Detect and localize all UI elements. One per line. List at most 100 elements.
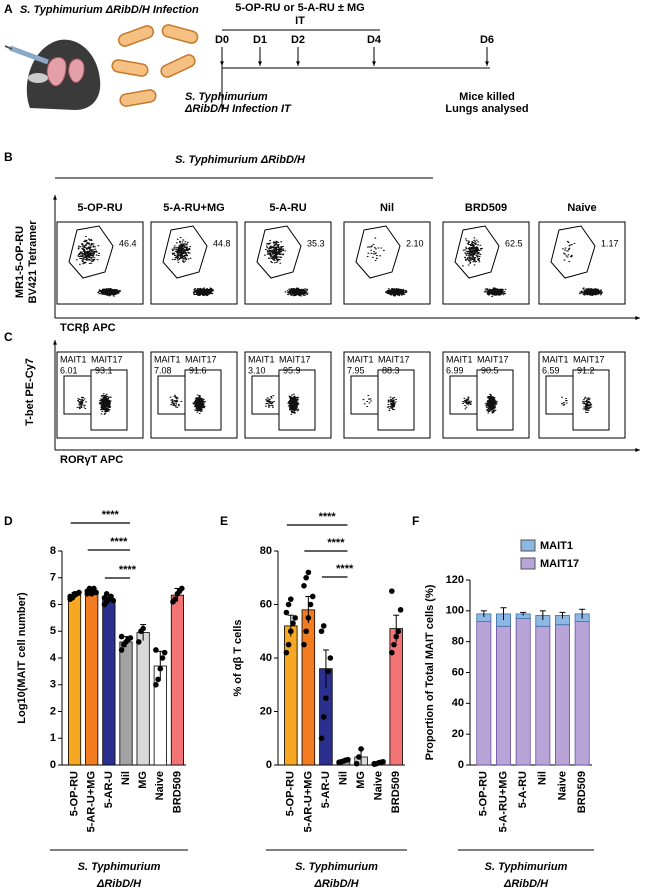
- y-tick-label: 0: [50, 759, 56, 771]
- bar-segment: [515, 618, 531, 766]
- infection-it-label: S. Typhimurium: [185, 91, 268, 103]
- arrow-head: [635, 316, 640, 320]
- bar: [68, 594, 82, 766]
- data-point: [76, 589, 82, 596]
- x-axis-label: TCRβ APC: [60, 322, 116, 334]
- panel-letter: A: [4, 2, 13, 16]
- data-point: [86, 585, 93, 592]
- data-point: [292, 615, 298, 621]
- y-tick-label: 120: [446, 574, 464, 586]
- data-point: [283, 609, 290, 616]
- data-point: [283, 649, 290, 656]
- dot-cloud: [284, 287, 309, 297]
- bar: [284, 625, 298, 766]
- dot-cloud: [171, 237, 192, 263]
- y-axis-label: Log10(MAIT cell number): [16, 592, 28, 724]
- data-point: [353, 760, 360, 767]
- data-point: [140, 625, 146, 632]
- y-tick-label: 20: [452, 728, 464, 740]
- gate: [251, 375, 280, 415]
- data-point: [391, 641, 397, 648]
- x-tick-label: BRD509: [576, 771, 588, 813]
- strain-label: S. Typhimurium ΔRibD/H: [175, 154, 306, 166]
- gate-frequency: 91.6: [189, 365, 207, 375]
- dot-cloud: [484, 393, 498, 414]
- gate-label: MAIT17: [185, 354, 217, 364]
- data-point: [179, 585, 185, 592]
- gate-label: MAIT17: [279, 354, 311, 364]
- x-tick-label: MG: [355, 771, 367, 789]
- data-point: [285, 601, 292, 608]
- x-tick-label: 5-OP-RU: [285, 771, 297, 816]
- dot-cloud: [483, 287, 507, 298]
- y-tick-label: 0: [458, 759, 464, 771]
- gate-frequency: 95.9: [283, 365, 301, 375]
- group-label: BRD509: [465, 202, 507, 214]
- dot-cloud: [169, 394, 183, 408]
- data-point: [155, 676, 161, 683]
- significance-label: ****: [319, 511, 337, 523]
- data-point: [287, 628, 294, 635]
- route-label: IT: [295, 15, 305, 27]
- gate: [449, 375, 478, 415]
- group-label: ΔRibD/H: [96, 878, 142, 890]
- significance-label: ****: [327, 537, 345, 549]
- plot-frame: [56, 221, 144, 305]
- gate: [278, 369, 316, 431]
- gate-frequency: 62.5: [505, 238, 523, 248]
- day-label: D1: [253, 34, 267, 46]
- y-tick-label: 6: [50, 598, 56, 610]
- x-tick-label: 5-AR-U+MG: [302, 771, 314, 832]
- gate: [256, 225, 302, 279]
- data-point: [172, 596, 179, 602]
- data-point: [318, 628, 325, 635]
- plot-frame: [343, 221, 431, 305]
- treatment-label: 5-OP-RU or 5-A-RU ± MG: [235, 2, 364, 14]
- bar: [389, 628, 403, 766]
- plot-frame: [442, 351, 530, 439]
- data-point: [380, 758, 386, 765]
- plot-frame: [442, 221, 530, 305]
- data-point: [285, 641, 292, 648]
- arrow-head: [296, 61, 300, 66]
- dot-cloud: [385, 287, 408, 297]
- x-tick-label: 5-A-RU: [517, 771, 529, 808]
- x-tick-label: 5-OP-RU: [68, 771, 80, 816]
- gate-frequency: 35.3: [307, 238, 325, 248]
- group-label: S. Typhimurium: [78, 861, 161, 873]
- panel-letter: C: [4, 330, 13, 344]
- y-tick-label: 0: [266, 759, 272, 771]
- data-point: [327, 655, 334, 661]
- y-tick-label: 3: [50, 679, 56, 691]
- plot-frame: [150, 351, 238, 439]
- panel-letter: B: [4, 150, 13, 164]
- data-point: [159, 655, 166, 661]
- gate-label: MAIT1: [347, 354, 374, 364]
- y-tick-label: 8: [50, 545, 56, 557]
- dot-cloud: [97, 288, 121, 297]
- y-axis-label: MR1-5-OP-RU: [14, 226, 26, 298]
- bar-segment: [496, 625, 511, 766]
- data-point: [303, 574, 309, 581]
- x-tick-label: Nil: [537, 771, 549, 785]
- data-point: [393, 633, 400, 640]
- dot-cloud: [98, 393, 112, 415]
- gate-frequency: 7.95: [347, 365, 365, 375]
- x-tick-label: BRD509: [390, 771, 402, 813]
- dot-cloud: [561, 240, 576, 263]
- plot-frame: [150, 221, 238, 305]
- gate-frequency: 1.17: [601, 238, 619, 248]
- plot-frame: [244, 351, 332, 439]
- x-tick-label: MG: [137, 771, 149, 789]
- dot-cloud: [578, 287, 603, 297]
- arrow-head: [53, 340, 57, 345]
- bar: [136, 632, 150, 766]
- gate-frequency: 6.59: [542, 365, 560, 375]
- data-point: [301, 582, 307, 589]
- day-label: D0: [215, 34, 229, 46]
- arrow-head: [372, 61, 376, 66]
- dot-cloud: [362, 394, 373, 408]
- gate-label: MAIT1: [60, 354, 87, 364]
- y-tick-label: 40: [452, 697, 464, 709]
- plot-frame: [538, 351, 626, 439]
